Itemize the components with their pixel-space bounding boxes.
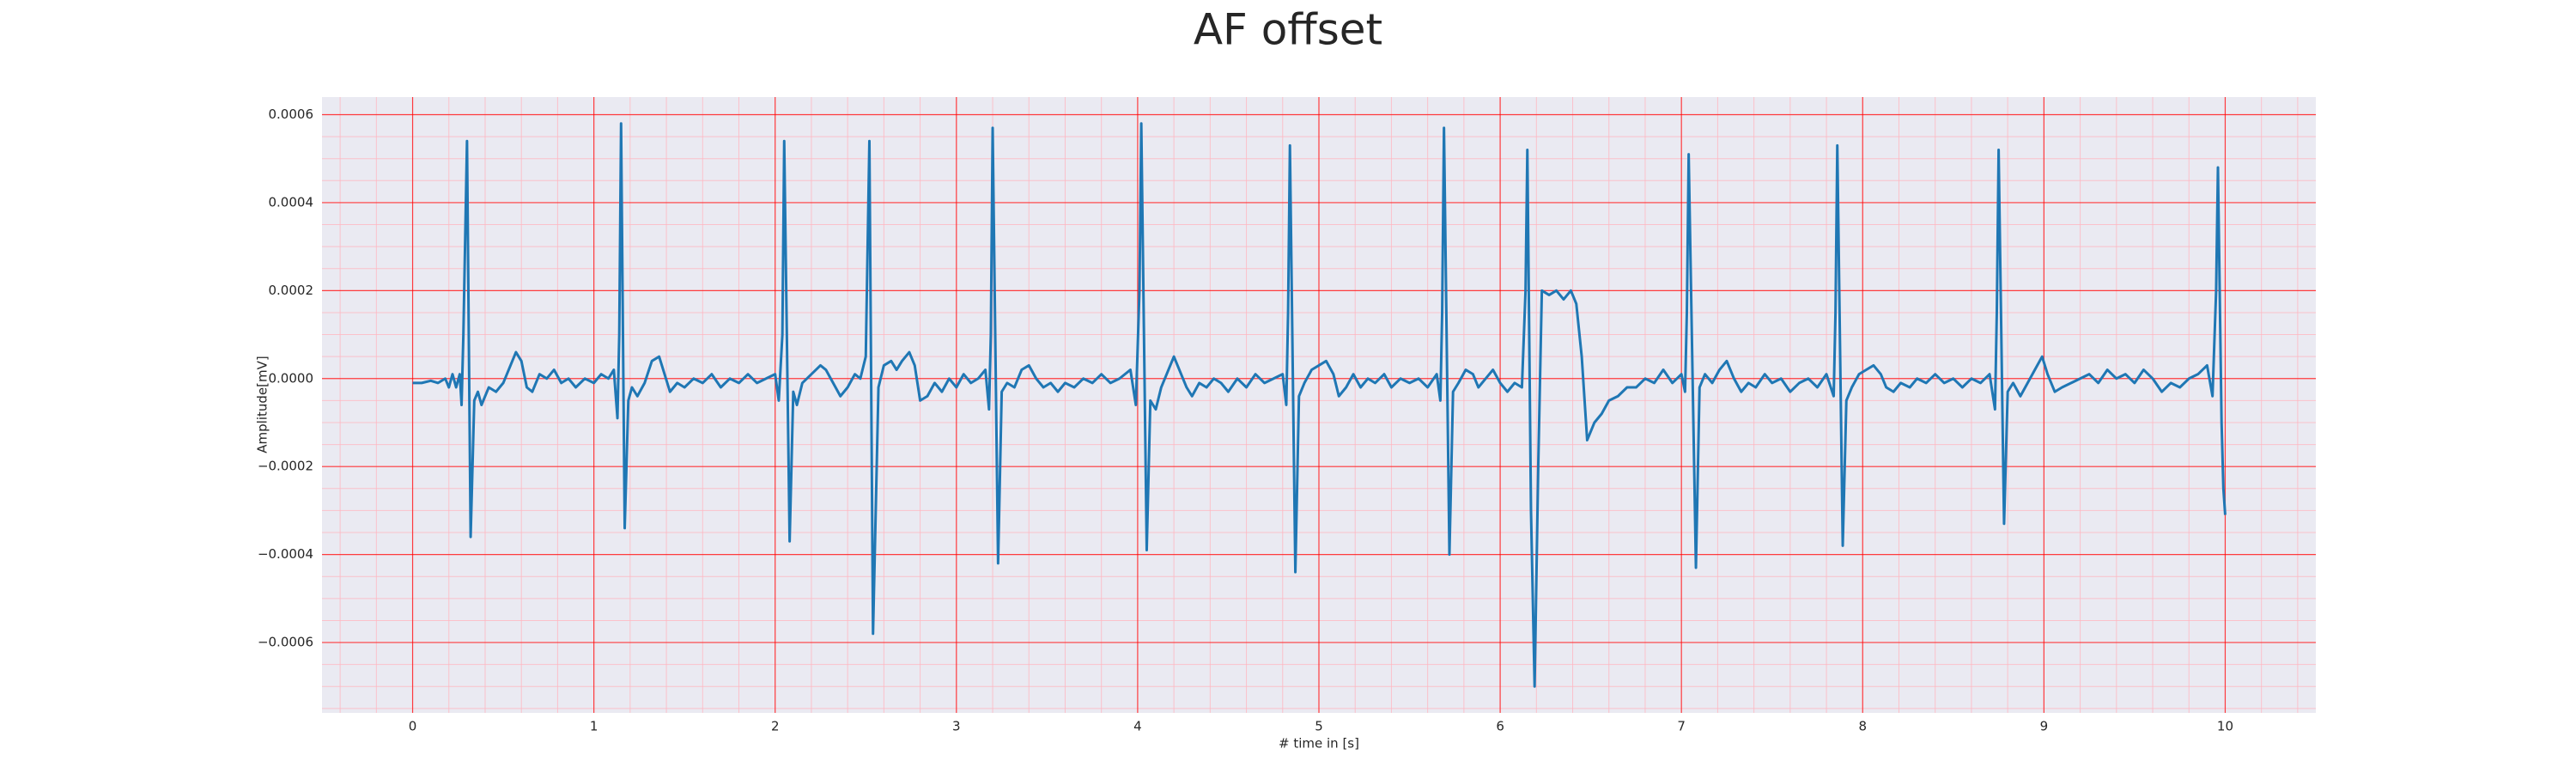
x-tick-label: 3	[952, 719, 961, 734]
x-tick-label: 2	[771, 719, 780, 734]
y-tick-label: 0.0000	[269, 370, 314, 386]
grid	[322, 97, 2316, 713]
x-tick-label: 5	[1315, 719, 1323, 734]
x-tick-label: 9	[2040, 719, 2049, 734]
x-tick-label: 8	[1858, 719, 1867, 734]
chart-title: AF offset	[1194, 5, 1382, 55]
x-tick-label: 4	[1133, 719, 1142, 734]
y-tick-label: 0.0004	[269, 194, 314, 210]
y-axis-label: Amplitude[mV]	[255, 356, 270, 453]
signal-line	[412, 122, 2227, 688]
x-tick-label: 0	[409, 719, 417, 734]
x-tick-label: 1	[590, 719, 598, 734]
y-tick-label: −0.0006	[258, 635, 313, 650]
x-tick-label: 10	[2217, 719, 2233, 734]
y-tick-label: 0.0002	[269, 283, 314, 298]
x-tick-label: 7	[1677, 719, 1686, 734]
x-tick-label: 6	[1496, 719, 1504, 734]
y-tick-label: −0.0004	[258, 546, 313, 562]
x-axis-label: # time in [s]	[1279, 736, 1359, 752]
y-tick-label: −0.0002	[258, 459, 313, 474]
y-tick-label: 0.0006	[269, 107, 314, 122]
